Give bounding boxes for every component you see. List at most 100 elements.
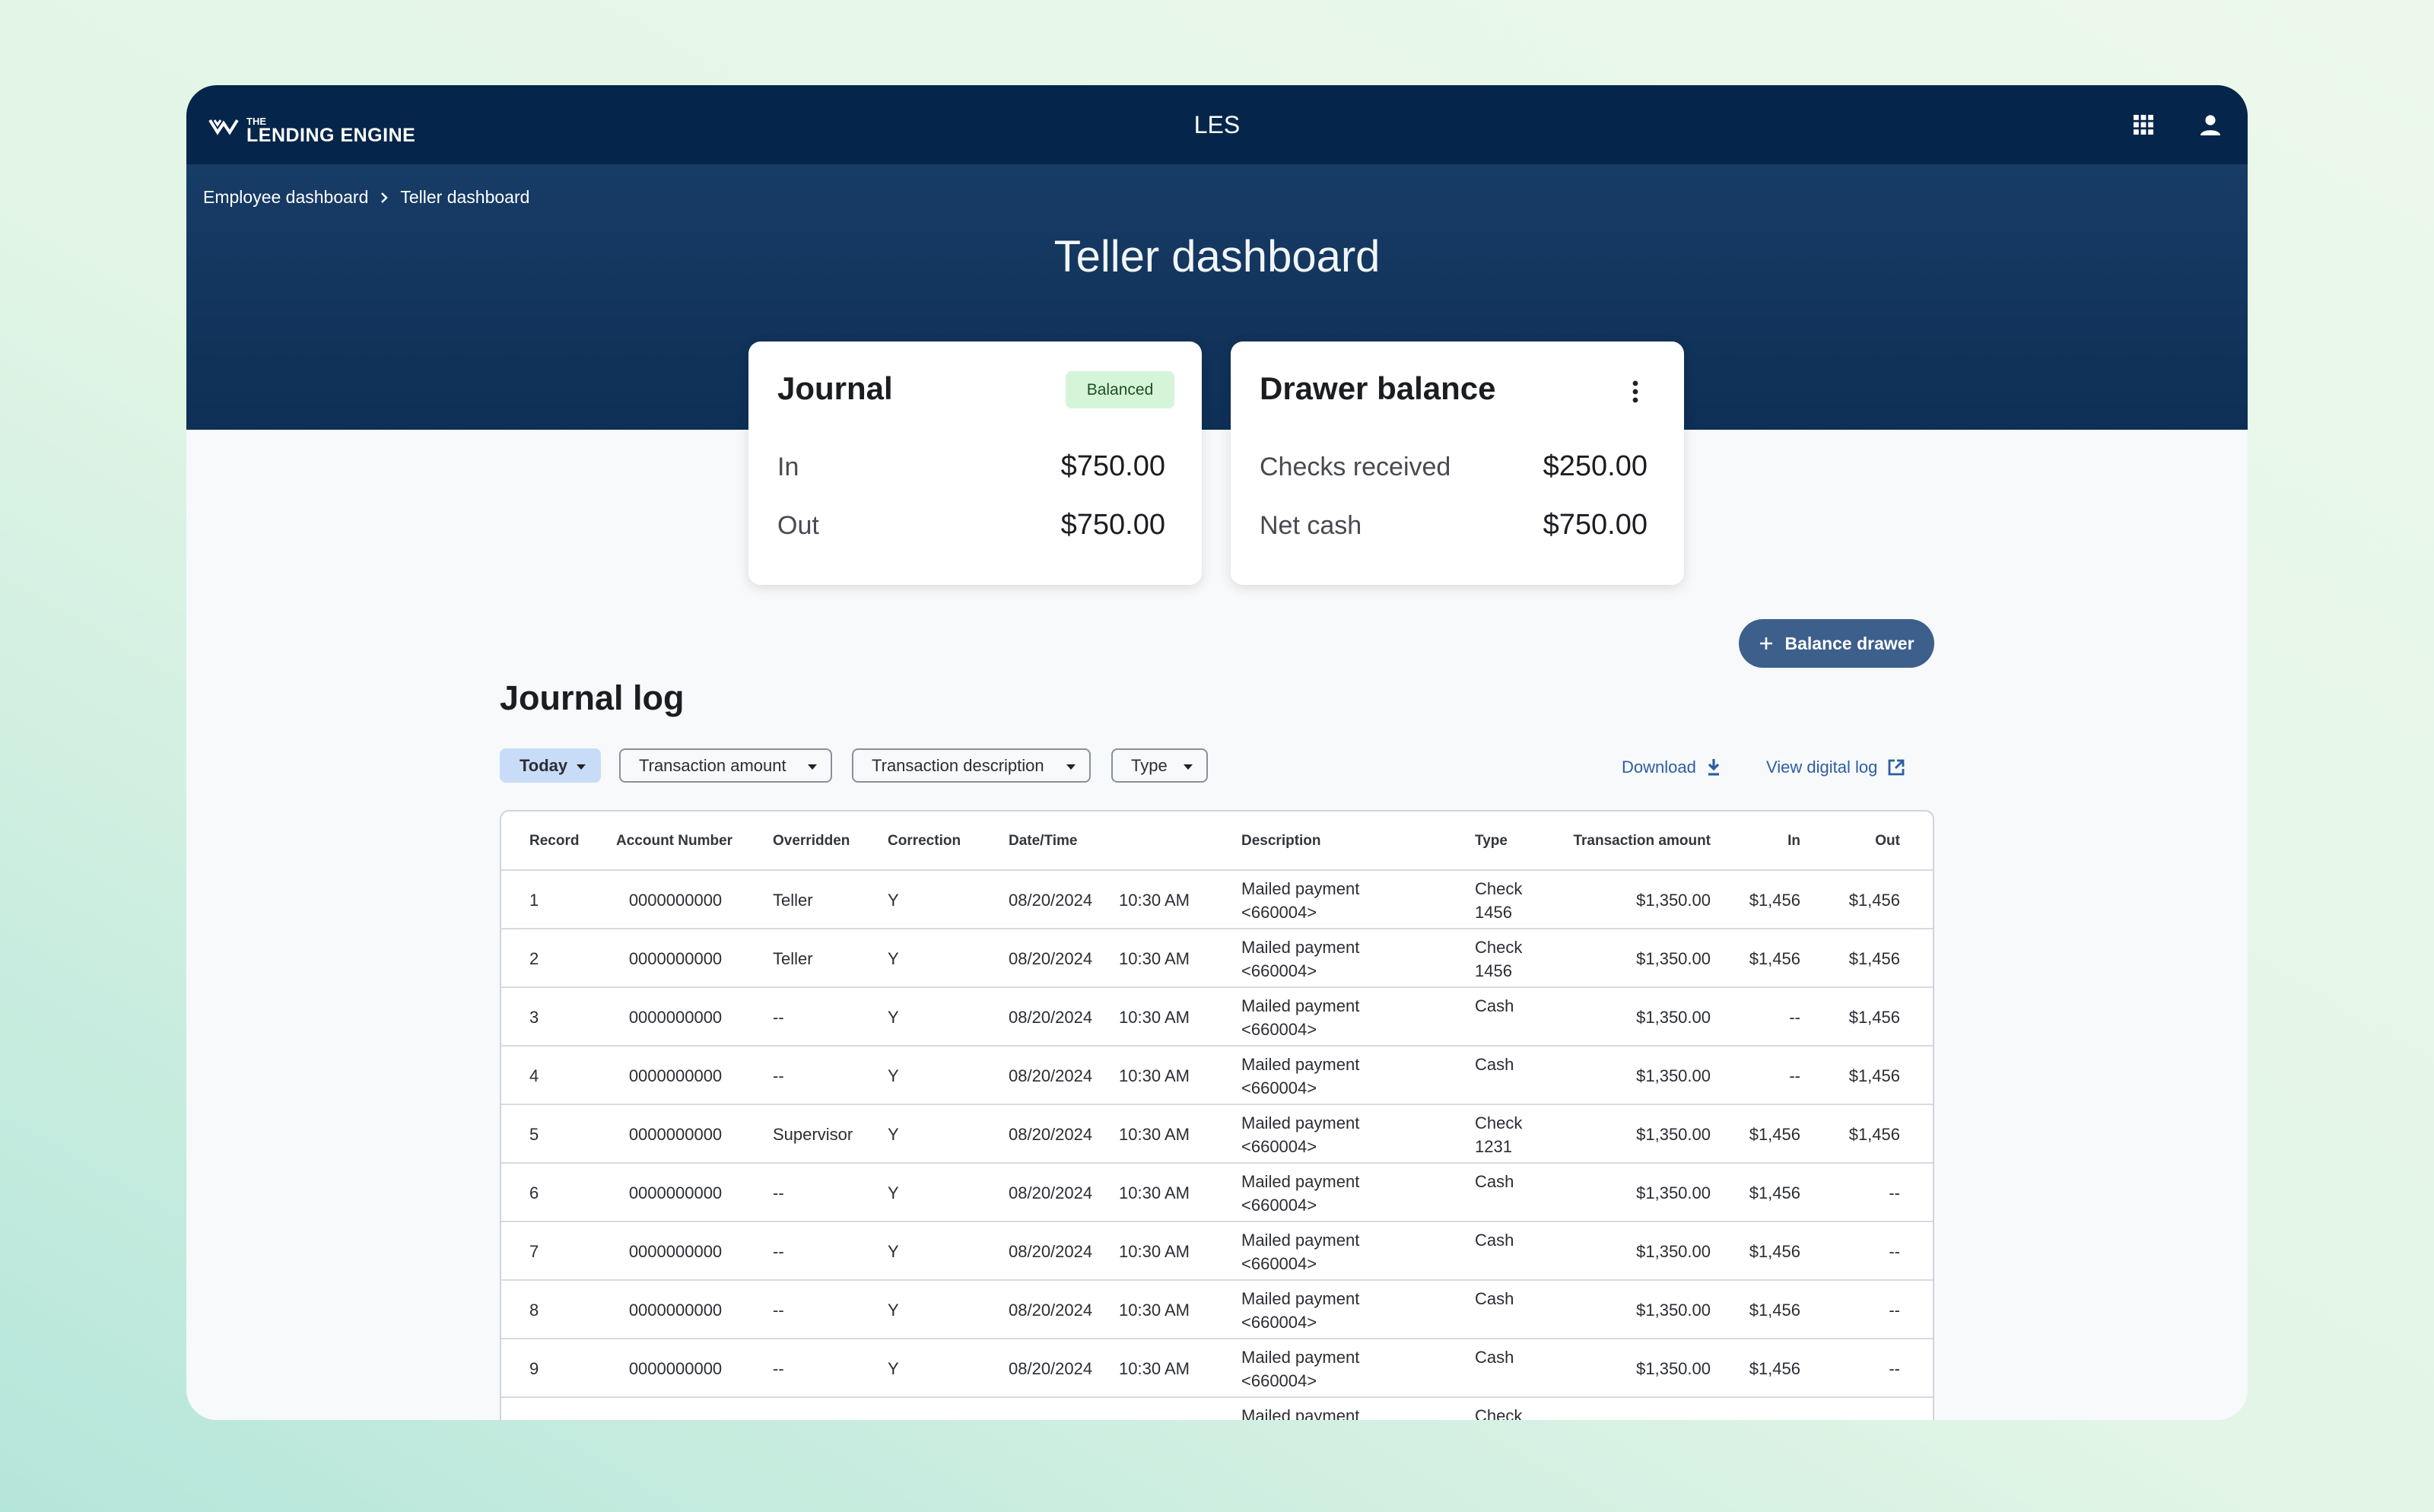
table-cell: 9 bbox=[529, 1359, 539, 1378]
table-cell: $1,456 bbox=[1749, 1359, 1800, 1378]
account-icon[interactable] bbox=[2198, 113, 2223, 137]
table-cell: Check 1456 bbox=[1475, 879, 1523, 922]
table-row[interactable]: 3 0000000000 -- Y 08/20/2024 10:30 AM Mailed p… bbox=[501, 986, 1933, 1045]
table-cell: 0000000000 bbox=[628, 1008, 723, 1027]
table-cell: -- bbox=[773, 1183, 784, 1202]
breadcrumb: Employee dashboard Teller dashboard bbox=[203, 187, 529, 208]
table-cell: Y bbox=[888, 1415, 899, 1420]
card-title: Drawer balance bbox=[1260, 370, 1496, 406]
journal-card: Journal Balanced In $750.00 Out $750.00 bbox=[748, 341, 1202, 585]
filter-chip[interactable]: Type bbox=[1111, 748, 1208, 783]
table-cell: Cash bbox=[1475, 996, 1514, 1015]
table-cell: -- bbox=[773, 1359, 784, 1378]
table-cell: 0000000000 bbox=[628, 1183, 723, 1202]
table-cell: Cash bbox=[1475, 1055, 1514, 1074]
digital-log-link[interactable]: View digital log bbox=[1766, 758, 1905, 777]
dropdown-icon bbox=[1184, 764, 1193, 770]
table-cell: Mailed payment <660004> bbox=[1241, 1113, 1360, 1156]
apps-icon[interactable] bbox=[2132, 113, 2155, 136]
table-cell: -- bbox=[1789, 1066, 1800, 1085]
table-row[interactable]: 8 0000000000 -- Y 08/20/2024 10:30 AM Mailed p… bbox=[501, 1279, 1933, 1338]
filter-chip[interactable]: Transaction description bbox=[852, 748, 1091, 783]
table-cell: -- bbox=[1889, 1301, 1900, 1320]
table-cell: $1,456 bbox=[1749, 1183, 1800, 1202]
table-row[interactable]: 2 0000000000 Teller Y 08/20/2024 10:30 AM Mail… bbox=[501, 928, 1933, 986]
column-header: Overridden bbox=[773, 833, 850, 849]
table-cell: Teller bbox=[773, 891, 813, 910]
button-label: Balance drawer bbox=[1784, 633, 1914, 653]
card-value: $250.00 bbox=[1543, 450, 1648, 482]
table-cell: 1 bbox=[529, 891, 539, 910]
card-value: $750.00 bbox=[1543, 509, 1648, 541]
external-link-icon bbox=[1888, 759, 1905, 776]
table-row[interactable]: 1 0000000000 Teller Y 08/20/2024 10:30 AM Mail… bbox=[501, 869, 1933, 928]
table-cell: Cash bbox=[1475, 1348, 1514, 1367]
table-cell: Mailed payment <660004> bbox=[1241, 996, 1360, 1039]
filter-chip[interactable]: Transaction amount bbox=[619, 748, 832, 783]
table-row[interactable]: 7 0000000000 -- Y 08/20/2024 10:30 AM Mailed p… bbox=[501, 1221, 1933, 1279]
filter-label: Type bbox=[1131, 755, 1168, 775]
filter-label: Today bbox=[520, 755, 568, 775]
logo-text[interactable]: LENDING ENGINE bbox=[246, 125, 416, 146]
table-cell: $1,456 bbox=[1848, 949, 1900, 968]
table-cell: 08/20/2024 bbox=[1009, 1415, 1092, 1420]
column-header: In bbox=[1787, 833, 1800, 849]
balance-drawer-button[interactable]: Balance drawer bbox=[1739, 619, 1934, 668]
filter-chip[interactable]: Today bbox=[500, 748, 601, 783]
dropdown-icon bbox=[1066, 764, 1076, 770]
table-cell: Supervisor bbox=[773, 1125, 853, 1144]
table-cell: Y bbox=[888, 1242, 899, 1261]
card-label: Checks received bbox=[1260, 453, 1451, 481]
table-row[interactable]: 6 0000000000 -- Y 08/20/2024 10:30 AM Mailed p… bbox=[501, 1162, 1933, 1221]
table-cell: Check 1231 bbox=[1475, 1113, 1523, 1156]
app-window: THE LENDING ENGINE LES Employee dashboar… bbox=[186, 85, 2248, 1420]
table-cell: Mailed payment <660004> bbox=[1241, 1289, 1360, 1332]
hero: Employee dashboard Teller dashboard Tell… bbox=[186, 164, 2248, 430]
download-link[interactable]: Download bbox=[1622, 758, 1721, 777]
journal-table: Record Account Number Overridden Correction… bbox=[500, 810, 1934, 1420]
table-cell: 5 bbox=[529, 1125, 539, 1144]
column-header: Account Number bbox=[616, 833, 733, 849]
table-cell: 0000000000 bbox=[628, 1242, 723, 1261]
table-cell: Check 1456 bbox=[1475, 938, 1523, 980]
table-cell: Mailed payment <660004> bbox=[1241, 1055, 1360, 1097]
table-cell: $1,456 bbox=[1848, 1008, 1900, 1027]
table-cell: 0000000000 bbox=[616, 1415, 735, 1420]
table-cell: $1,350.00 bbox=[1636, 1301, 1711, 1320]
table-cell: $1,456 bbox=[1749, 949, 1800, 968]
table-row[interactable]: 5 0000000000 Supervisor Y 08/20/2024 10:30 AM… bbox=[501, 1104, 1933, 1162]
table-cell: 08/20/2024 bbox=[1009, 1242, 1093, 1261]
table-cell: Y bbox=[888, 1183, 899, 1202]
table-cell: $1,456 bbox=[1749, 1242, 1800, 1261]
table-cell: -- bbox=[1889, 1359, 1900, 1378]
card-value: $750.00 bbox=[1060, 450, 1165, 482]
table-cell: 10:30 AM bbox=[1119, 1125, 1190, 1144]
table-cell: 6 bbox=[529, 1183, 539, 1202]
table-row[interactable]: 10 0000000000 -- Y 08/20/2024 10:30 AM Mailed … bbox=[501, 1396, 1933, 1420]
table-cell: Y bbox=[888, 1125, 899, 1144]
table-cell: 8 bbox=[529, 1301, 539, 1320]
table-cell: $1,456 bbox=[1749, 1125, 1800, 1144]
column-header: Transaction amount bbox=[1573, 833, 1711, 849]
table-cell: $1,350.00 bbox=[1636, 1008, 1711, 1027]
table-cell: 4 bbox=[529, 1066, 539, 1085]
table-cell: $1,456 bbox=[1749, 891, 1800, 910]
table-cell: Cash bbox=[1475, 1289, 1514, 1308]
table-cell: 10:30 AM bbox=[1119, 1066, 1190, 1085]
table-cell: $1,350.00 bbox=[1636, 1125, 1711, 1144]
status-chip: Balanced bbox=[1066, 371, 1174, 408]
table-cell: 0000000000 bbox=[628, 1066, 723, 1085]
table-row[interactable]: 4 0000000000 -- Y 08/20/2024 10:30 AM Mailed p… bbox=[501, 1045, 1933, 1104]
table-cell: 10:30 AM bbox=[1119, 1183, 1190, 1202]
card-label: Out bbox=[777, 511, 819, 540]
table-cell: $1,350.00 bbox=[1636, 1183, 1711, 1202]
table-cell: -- bbox=[773, 1415, 784, 1420]
breadcrumb-link[interactable]: Employee dashboard bbox=[203, 187, 369, 207]
table-cell: -- bbox=[1889, 1242, 1900, 1261]
more-menu[interactable] bbox=[1631, 380, 1640, 404]
column-header: Date/Time bbox=[1009, 833, 1078, 849]
table-row[interactable]: 9 0000000000 -- Y 08/20/2024 10:30 AM Mailed p… bbox=[501, 1338, 1933, 1396]
table-cell: Mailed payment <660004> bbox=[1241, 938, 1360, 980]
table-cell: 10 bbox=[529, 1415, 548, 1420]
